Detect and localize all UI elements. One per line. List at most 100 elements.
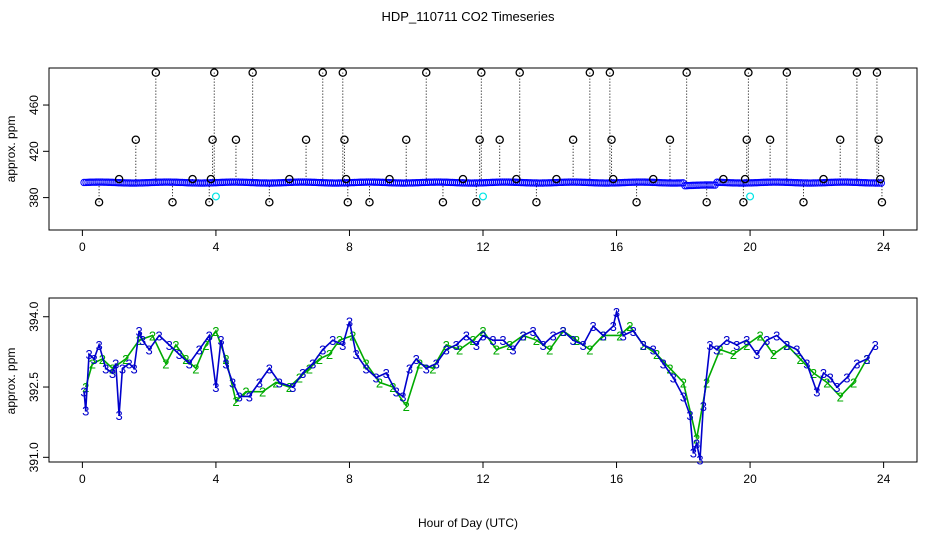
series-2-point: 2 <box>850 375 857 390</box>
series-3-point: 3 <box>463 328 470 343</box>
series-3-point: 3 <box>406 361 413 376</box>
baseline-point <box>877 179 885 187</box>
series-2-point: 2 <box>259 385 266 400</box>
series-3-point: 3 <box>186 357 193 372</box>
outlier-point <box>835 135 845 144</box>
outlier-point <box>552 174 561 184</box>
series-3-point: 3 <box>549 328 556 343</box>
series-3-point: 3 <box>613 305 620 320</box>
series-2-point: 2 <box>479 324 486 339</box>
outlier-point <box>632 197 641 207</box>
series-3-point: 3 <box>80 385 87 400</box>
series-3-point: 3 <box>733 338 740 353</box>
outlier-point <box>742 135 751 144</box>
series-2-point: 2 <box>680 375 687 390</box>
series-2-point: 2 <box>743 338 750 353</box>
series-2-point: 2 <box>416 357 423 372</box>
series-3-point: 3 <box>743 333 750 348</box>
series-3-point: 3 <box>309 357 316 372</box>
outlier-point <box>385 174 394 184</box>
series-3-point: 3 <box>803 357 810 372</box>
series-3-point: 3 <box>590 319 597 334</box>
outlier-point <box>210 68 219 77</box>
series-2-point: 2 <box>666 361 673 376</box>
series-2-point: 2 <box>89 357 96 372</box>
outlier-point <box>401 135 411 144</box>
series-3-point: 3 <box>509 343 516 358</box>
series-3-point: 3 <box>176 347 183 362</box>
outlier-point <box>343 197 353 207</box>
series-3-point: 3 <box>820 366 827 381</box>
outlier-point <box>472 197 481 207</box>
top-plot-frame <box>48 67 918 231</box>
series-2-point: 2 <box>286 380 293 395</box>
top-x-tick-label: 0 <box>79 240 86 254</box>
outlier-point <box>188 174 197 184</box>
series-3-point: 3 <box>833 380 840 395</box>
series-3-point: 3 <box>539 338 546 353</box>
bottom-y-axis-label: approx. ppm <box>4 348 18 415</box>
series-3-point: 3 <box>383 366 390 381</box>
series-2-point: 2 <box>82 380 89 395</box>
series-3-point: 3 <box>423 361 430 376</box>
series-3-point: 3 <box>112 357 119 372</box>
series-3-point: 3 <box>109 366 116 381</box>
series-3-point: 3 <box>373 371 380 386</box>
bottom-plot-frame <box>48 297 918 463</box>
series-2-point: 2 <box>336 333 343 348</box>
series-3-point: 3 <box>706 338 713 353</box>
top-x-tick-label: 24 <box>877 240 891 254</box>
series-3-point: 3 <box>319 343 326 358</box>
series-2-point: 2 <box>586 343 593 358</box>
outlier-point <box>151 68 161 77</box>
series-2-point: 2 <box>730 347 737 362</box>
outlier-point <box>340 135 349 144</box>
series-3-point: 3 <box>680 389 687 404</box>
series-3-point: 3 <box>346 314 353 329</box>
outlier-point <box>512 174 521 184</box>
bottom-y-tick-label: 392.5 <box>27 372 41 402</box>
series-3-point: 3 <box>266 361 273 376</box>
series-3-point: 3 <box>479 328 486 343</box>
outlier-point <box>114 174 124 184</box>
series-3-point: 3 <box>363 361 370 376</box>
series-2-point: 2 <box>810 366 817 381</box>
baseline-point <box>675 179 683 187</box>
bottom-y-tick-label: 394.0 <box>27 301 41 331</box>
series-2-point: 2 <box>326 347 333 362</box>
series-3-point: 3 <box>863 352 870 367</box>
series-3-point: 3 <box>783 338 790 353</box>
series-3-point: 3 <box>620 328 627 343</box>
outlier-point <box>682 68 691 77</box>
series-2-point: 2 <box>149 328 156 343</box>
outlier-point <box>206 174 216 184</box>
series-3-point: 3 <box>136 324 143 339</box>
series-3-point: 3 <box>700 399 707 414</box>
series-3-point: 3 <box>126 357 133 372</box>
series-3-point: 3 <box>139 333 146 348</box>
series-2-point: 2 <box>109 361 116 376</box>
series-3-point: 3 <box>529 324 536 339</box>
series-3-point: 3 <box>339 338 346 353</box>
series-2-point: 2 <box>823 375 830 390</box>
outlier-point <box>876 174 885 184</box>
series-2-point: 2 <box>403 399 410 414</box>
outlier-point <box>94 197 104 207</box>
top-y-axis: 380 420 460 <box>27 95 49 208</box>
series-2-point: 2 <box>456 343 463 358</box>
series-3-point: 3 <box>399 389 406 404</box>
series-3-point: 3 <box>222 357 229 372</box>
series-3-point: 3 <box>229 375 236 390</box>
outlier-point <box>131 135 141 144</box>
series-3-point: 3 <box>723 333 730 348</box>
outlier-point <box>208 135 217 144</box>
series-3-point: 3 <box>872 338 879 353</box>
outlier-point <box>231 135 241 144</box>
outlier-point <box>782 68 792 77</box>
series-3-point: 3 <box>610 319 617 334</box>
series-2-point: 2 <box>172 338 179 353</box>
series-3-point: 3 <box>489 333 496 348</box>
outlier-point <box>872 68 882 77</box>
